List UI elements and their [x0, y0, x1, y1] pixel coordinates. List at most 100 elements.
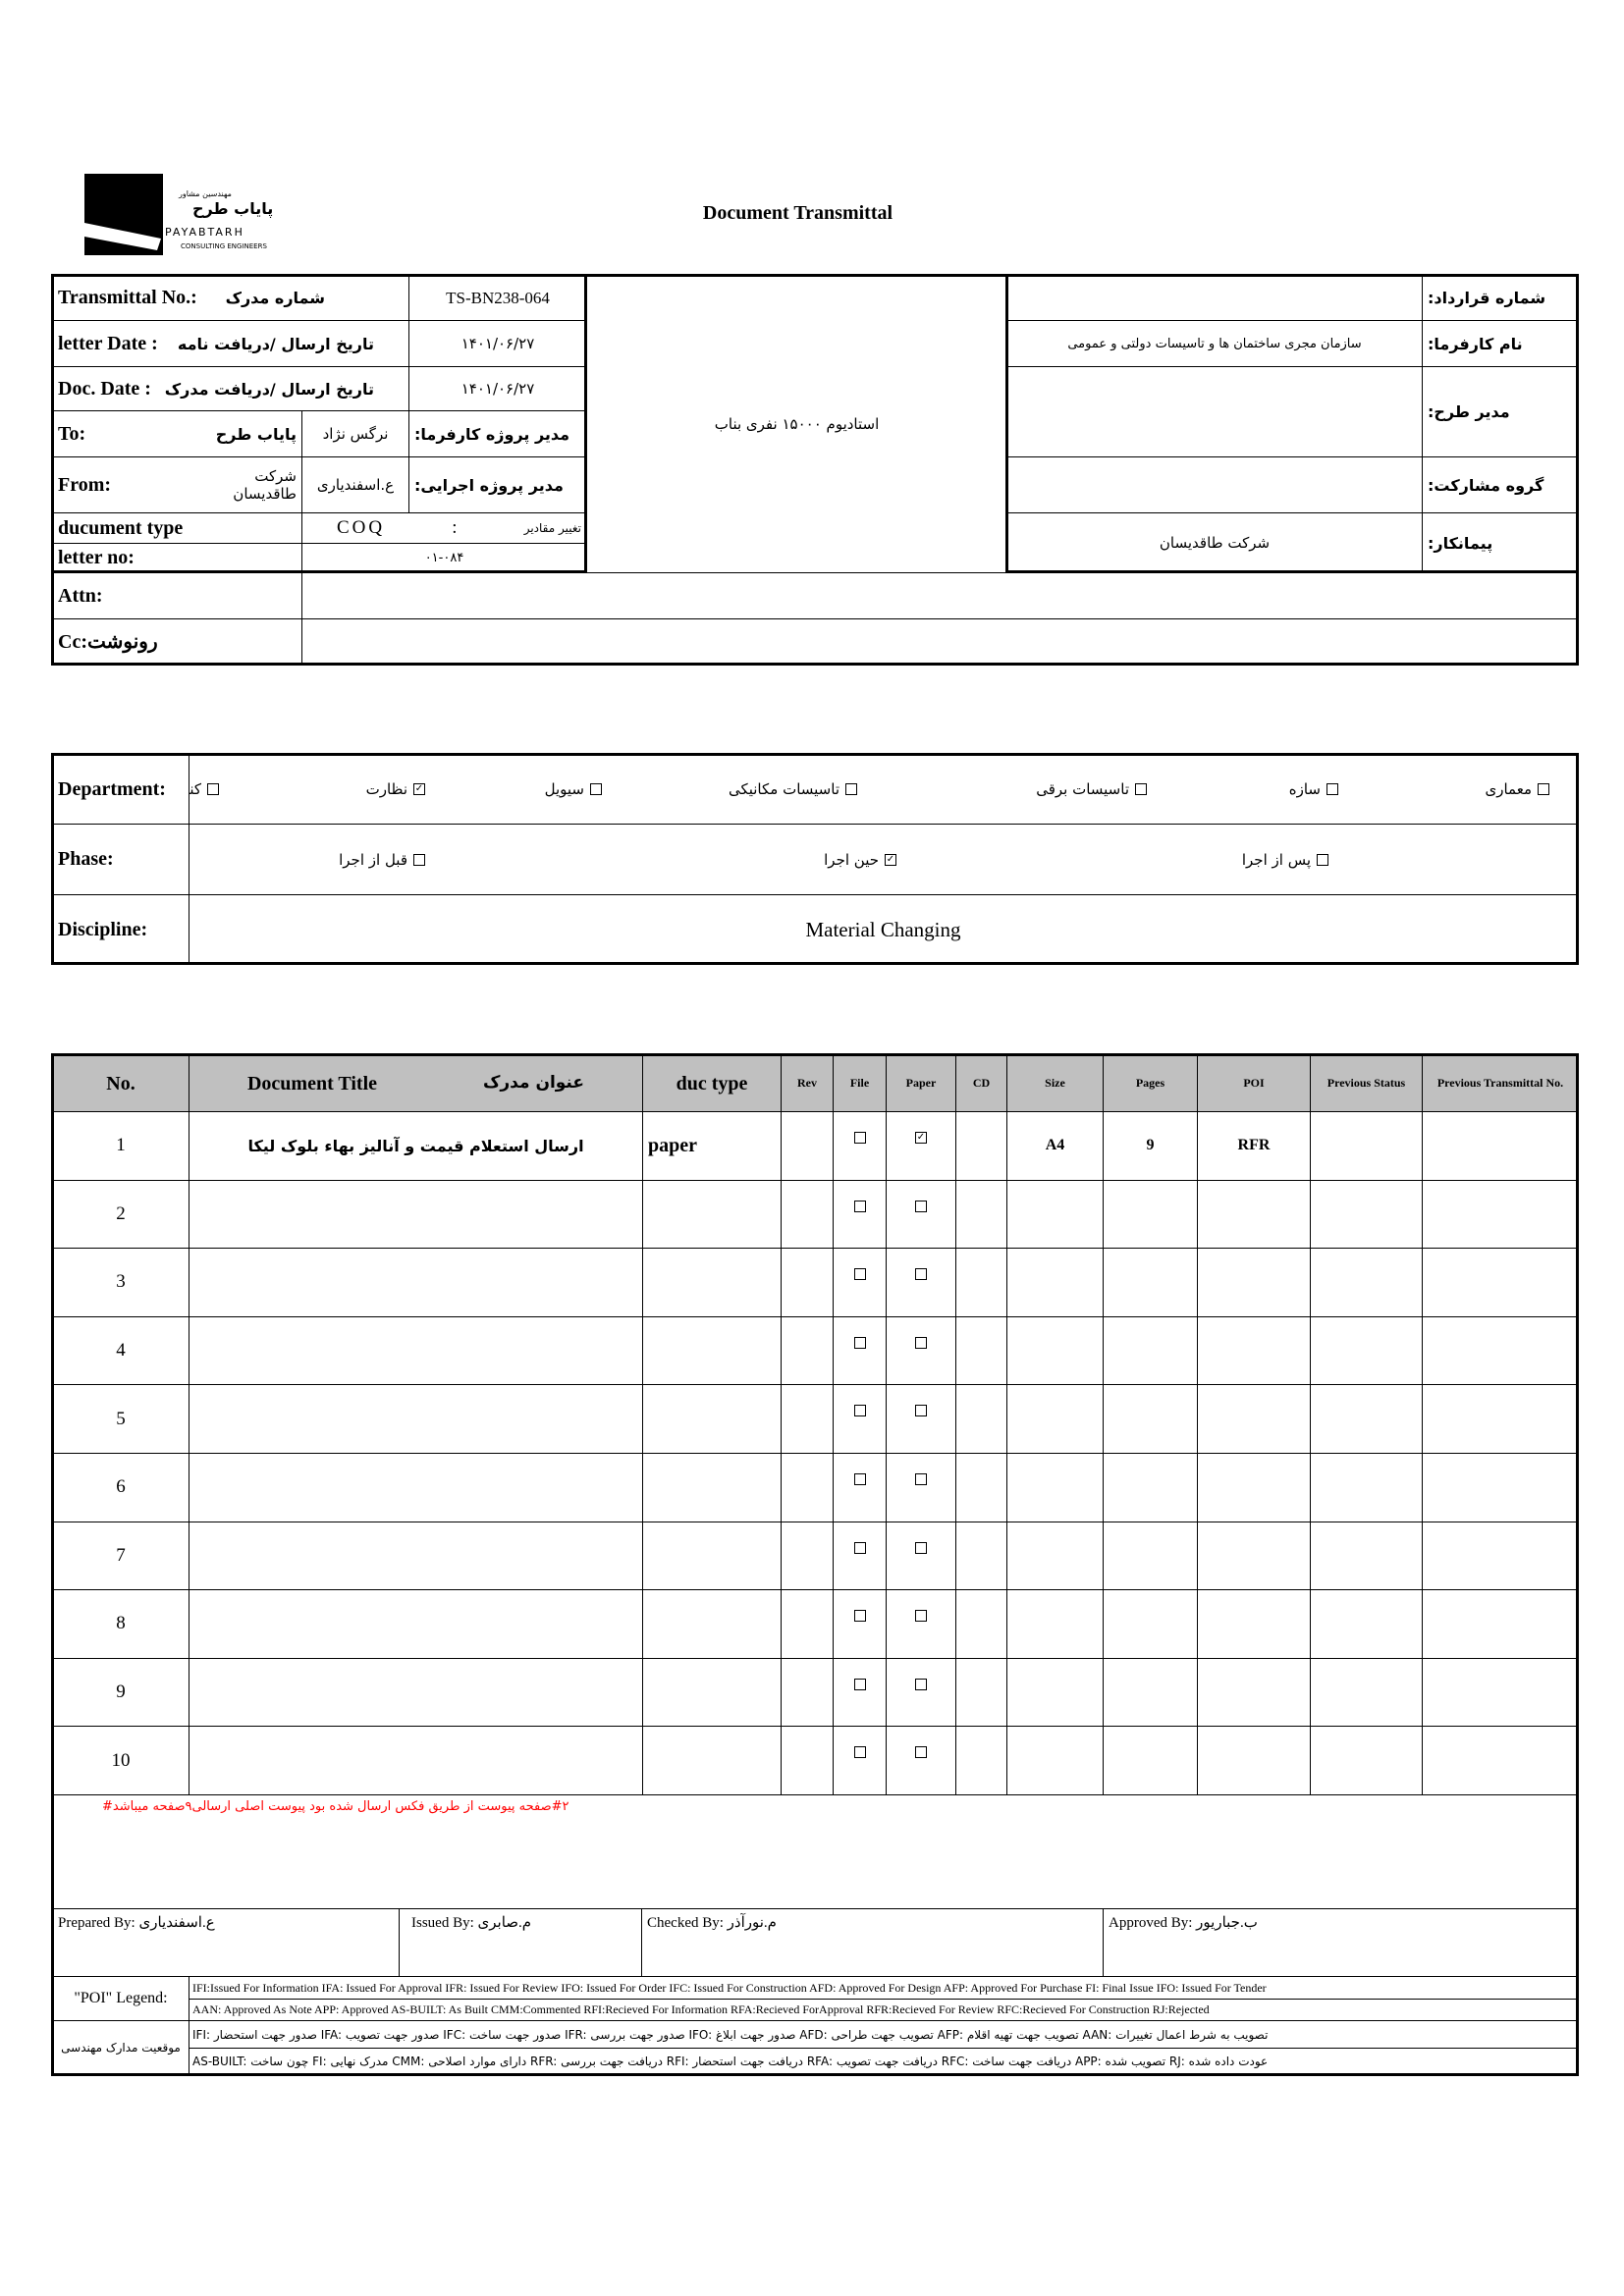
department-checkbox[interactable]	[590, 783, 602, 795]
cc-value[interactable]	[301, 618, 1578, 665]
department-checkbox[interactable]	[1135, 783, 1147, 795]
cell-duc-type[interactable]	[642, 1726, 782, 1795]
cell-pages[interactable]	[1103, 1453, 1198, 1522]
cell-rev[interactable]	[781, 1521, 834, 1591]
cell-prev-transmittal[interactable]	[1422, 1179, 1579, 1250]
cell-prev-status[interactable]	[1310, 1111, 1423, 1181]
cell-duc-type[interactable]	[642, 1248, 782, 1317]
file-checkbox[interactable]	[853, 1610, 866, 1623]
cell-title[interactable]	[189, 1179, 643, 1250]
phase-option[interactable]: پس از اجرا	[1242, 851, 1334, 869]
cell-prev-status[interactable]	[1310, 1179, 1423, 1250]
cell-poi[interactable]	[1197, 1589, 1311, 1659]
cell-title[interactable]	[189, 1521, 643, 1591]
file-checkbox[interactable]	[853, 1473, 866, 1485]
paper-checkbox[interactable]	[915, 1200, 927, 1212]
phase-option[interactable]: حین اجرا ✓	[824, 851, 902, 869]
cell-size[interactable]	[1006, 1179, 1104, 1250]
cell-cd[interactable]	[955, 1248, 1007, 1317]
paper-checkbox[interactable]: ✓	[915, 1132, 927, 1144]
cell-rev[interactable]	[781, 1453, 834, 1522]
paper-checkbox[interactable]	[915, 1405, 927, 1417]
file-checkbox[interactable]	[853, 1405, 866, 1417]
cell-rev[interactable]	[781, 1315, 834, 1386]
file-checkbox[interactable]	[853, 1132, 866, 1144]
paper-checkbox[interactable]	[915, 1268, 927, 1281]
cell-duc-type[interactable]	[642, 1657, 782, 1728]
cell-prev-status[interactable]	[1310, 1657, 1423, 1728]
department-checkbox[interactable]	[1538, 783, 1549, 795]
cell-title[interactable]	[189, 1726, 643, 1795]
cell-poi[interactable]: RFR	[1197, 1111, 1311, 1181]
cell-rev[interactable]	[781, 1111, 834, 1181]
cell-size[interactable]	[1006, 1521, 1104, 1591]
cell-duc-type[interactable]	[642, 1179, 782, 1250]
department-option[interactable]: سازه	[1289, 780, 1344, 798]
cell-duc-type[interactable]: paper	[642, 1111, 782, 1181]
cell-prev-status[interactable]	[1310, 1589, 1423, 1659]
cell-prev-status[interactable]	[1310, 1315, 1423, 1386]
cell-poi[interactable]	[1197, 1657, 1311, 1728]
cell-prev-transmittal[interactable]	[1422, 1589, 1579, 1659]
cell-prev-transmittal[interactable]	[1422, 1521, 1579, 1591]
phase-checkbox[interactable]: ✓	[885, 853, 896, 866]
cell-pages[interactable]	[1103, 1179, 1198, 1250]
paper-checkbox[interactable]	[915, 1541, 927, 1554]
department-option[interactable]: تاسیسات مکانیکی	[729, 780, 863, 798]
cell-duc-type[interactable]	[642, 1384, 782, 1454]
department-option[interactable]: تاسیسات برقی	[1036, 780, 1153, 798]
cell-title[interactable]	[189, 1315, 643, 1386]
department-option[interactable]: سیویل	[545, 780, 608, 798]
department-checkbox[interactable]: ✓	[413, 783, 425, 795]
attn-value[interactable]	[301, 572, 1578, 619]
cell-duc-type[interactable]	[642, 1521, 782, 1591]
cell-cd[interactable]	[955, 1384, 1007, 1454]
cell-title[interactable]	[189, 1248, 643, 1317]
cell-size[interactable]	[1006, 1384, 1104, 1454]
department-option[interactable]: معماری	[1486, 780, 1556, 798]
cell-title[interactable]: ارسال استعلام قیمت و آنالیز بهاء بلوک لی…	[189, 1111, 643, 1181]
cell-poi[interactable]	[1197, 1315, 1311, 1386]
cell-rev[interactable]	[781, 1248, 834, 1317]
cell-size[interactable]	[1006, 1248, 1104, 1317]
cell-pages[interactable]	[1103, 1384, 1198, 1454]
cell-cd[interactable]	[955, 1315, 1007, 1386]
cell-pages[interactable]	[1103, 1315, 1198, 1386]
cell-pages[interactable]	[1103, 1589, 1198, 1659]
department-checkbox[interactable]	[1326, 783, 1338, 795]
cell-prev-transmittal[interactable]	[1422, 1453, 1579, 1522]
cell-poi[interactable]	[1197, 1384, 1311, 1454]
cell-pages[interactable]	[1103, 1521, 1198, 1591]
cell-size[interactable]	[1006, 1589, 1104, 1659]
cell-poi[interactable]	[1197, 1248, 1311, 1317]
cell-pages[interactable]	[1103, 1657, 1198, 1728]
cell-size[interactable]	[1006, 1315, 1104, 1386]
cell-size[interactable]	[1006, 1453, 1104, 1522]
phase-checkbox[interactable]	[1317, 853, 1328, 866]
cell-cd[interactable]	[955, 1179, 1007, 1250]
cell-prev-transmittal[interactable]	[1422, 1657, 1579, 1728]
cell-title[interactable]	[189, 1657, 643, 1728]
file-checkbox[interactable]	[853, 1678, 866, 1690]
cell-rev[interactable]	[781, 1726, 834, 1795]
cell-title[interactable]	[189, 1589, 643, 1659]
department-checkbox[interactable]	[845, 783, 857, 795]
cell-cd[interactable]	[955, 1657, 1007, 1728]
cell-cd[interactable]	[955, 1521, 1007, 1591]
cell-prev-status[interactable]	[1310, 1521, 1423, 1591]
file-checkbox[interactable]	[853, 1746, 866, 1759]
file-checkbox[interactable]	[853, 1541, 866, 1554]
cell-prev-status[interactable]	[1310, 1453, 1423, 1522]
cell-poi[interactable]	[1197, 1521, 1311, 1591]
cell-duc-type[interactable]	[642, 1453, 782, 1522]
file-checkbox[interactable]	[853, 1200, 866, 1212]
cell-rev[interactable]	[781, 1589, 834, 1659]
paper-checkbox[interactable]	[915, 1610, 927, 1623]
file-checkbox[interactable]	[853, 1336, 866, 1349]
cell-cd[interactable]	[955, 1453, 1007, 1522]
cell-size[interactable]	[1006, 1657, 1104, 1728]
cell-pages[interactable]	[1103, 1248, 1198, 1317]
department-checkbox[interactable]	[207, 783, 219, 795]
department-option[interactable]: نظارت ✓	[366, 780, 431, 798]
paper-checkbox[interactable]	[915, 1678, 927, 1690]
